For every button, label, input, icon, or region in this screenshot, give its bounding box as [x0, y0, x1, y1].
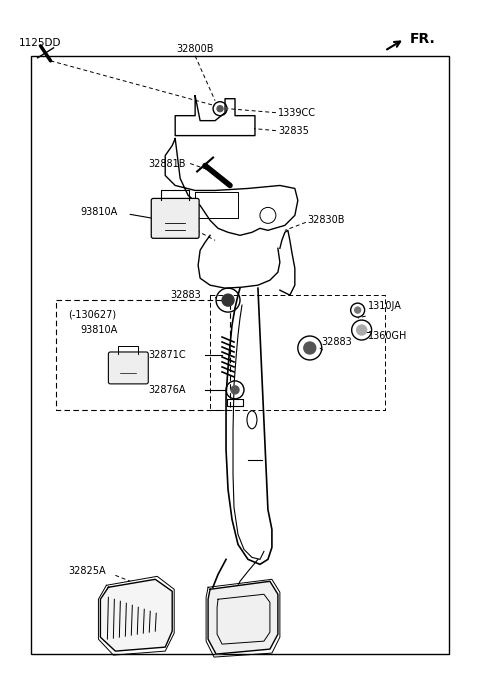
- Circle shape: [217, 105, 223, 112]
- Text: 32800B: 32800B: [176, 44, 214, 54]
- Circle shape: [304, 342, 316, 354]
- Circle shape: [222, 294, 234, 306]
- Circle shape: [355, 307, 360, 313]
- Bar: [31, 56, 449, 654]
- Text: (-130627): (-130627): [69, 309, 117, 319]
- Text: 93810A: 93810A: [81, 207, 118, 218]
- Text: 93810A: 93810A: [81, 325, 118, 335]
- Polygon shape: [208, 582, 278, 654]
- Circle shape: [231, 386, 239, 394]
- Text: 32876A: 32876A: [148, 385, 186, 395]
- Text: 1125DD: 1125DD: [19, 38, 61, 48]
- Text: 32871C: 32871C: [148, 350, 186, 360]
- FancyBboxPatch shape: [108, 352, 148, 384]
- FancyBboxPatch shape: [151, 198, 199, 238]
- Circle shape: [357, 325, 367, 335]
- Text: 32830B: 32830B: [308, 216, 345, 225]
- Text: 32881B: 32881B: [148, 158, 186, 169]
- Text: 32883: 32883: [170, 290, 201, 300]
- Text: 32883: 32883: [322, 337, 352, 347]
- Text: 32825A: 32825A: [69, 566, 106, 576]
- Text: 32835: 32835: [278, 125, 309, 136]
- Text: 1339CC: 1339CC: [278, 107, 316, 118]
- Text: FR.: FR.: [409, 32, 435, 46]
- Polygon shape: [100, 579, 172, 651]
- Text: 1310JA: 1310JA: [368, 301, 401, 311]
- Text: 1360GH: 1360GH: [368, 331, 407, 341]
